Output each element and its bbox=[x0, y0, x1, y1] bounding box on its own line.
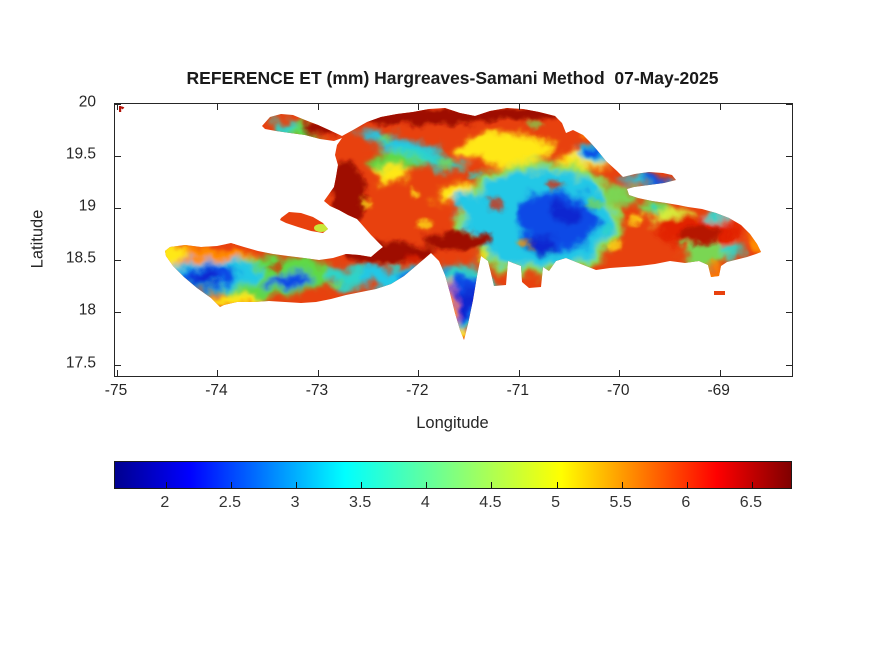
y-tick-label: 19.5 bbox=[65, 145, 96, 163]
x-tick-mark-top bbox=[518, 104, 520, 110]
y-tick-mark-left bbox=[115, 312, 121, 314]
chart-title: REFERENCE ET (mm) Hargreaves-Samani Meth… bbox=[186, 68, 719, 88]
x-tick-mark-top bbox=[619, 104, 621, 110]
x-tick-mark-top bbox=[418, 104, 420, 110]
y-tick-mark-left bbox=[115, 156, 121, 158]
colorbar-tick-mark bbox=[426, 482, 428, 488]
y-tick-label: 20 bbox=[78, 93, 96, 111]
x-tick-label: -70 bbox=[607, 382, 630, 399]
x-tick-mark-bottom bbox=[418, 370, 420, 376]
colorbar-tick-label: 2 bbox=[160, 494, 170, 511]
colorbar-tick-label: 5.5 bbox=[609, 494, 632, 511]
y-tick-mark-right bbox=[786, 104, 792, 105]
hispaniola-et-map bbox=[119, 106, 761, 340]
x-tick-mark-top bbox=[317, 104, 319, 110]
colorbar-tick-label: 3 bbox=[290, 494, 300, 511]
x-tick-label: -74 bbox=[205, 382, 228, 399]
colorbar-tick-mark bbox=[165, 482, 167, 488]
x-tick-label: -72 bbox=[406, 382, 429, 399]
colorbar-tick-labels: 2 2.5 3 3.5 4 4.5 5 5.5 6 6.5 bbox=[114, 494, 790, 516]
x-tick-label: -75 bbox=[104, 382, 128, 399]
x-tick-mark-top bbox=[719, 104, 721, 110]
y-tick-label: 19 bbox=[78, 197, 96, 215]
x-axis-label: Longitude bbox=[416, 414, 489, 432]
colorbar-tick-label: 4 bbox=[420, 494, 430, 511]
x-tick-mark-top bbox=[117, 104, 118, 110]
colorbar bbox=[114, 461, 792, 489]
gonave-tip-patch bbox=[314, 224, 328, 232]
x-tick-mark-bottom bbox=[619, 370, 621, 376]
colorbar-tick-mark bbox=[556, 482, 558, 488]
colorbar-tick-mark bbox=[491, 482, 493, 488]
y-tick-mark-right bbox=[786, 312, 792, 314]
colorbar-tick-mark bbox=[296, 482, 298, 488]
y-tick-mark-right bbox=[786, 156, 792, 158]
x-tick-label: -69 bbox=[707, 382, 730, 399]
x-tick-mark-bottom bbox=[317, 370, 319, 376]
raster-layers bbox=[165, 108, 761, 340]
x-tick-mark-bottom bbox=[518, 370, 520, 376]
y-tick-mark-right bbox=[786, 260, 792, 262]
x-tick-label: -73 bbox=[305, 382, 329, 399]
y-tick-mark-left bbox=[115, 208, 121, 210]
x-axis-tick-labels: -75 -74 -73 -72 -71 -70 -69 bbox=[105, 382, 791, 404]
y-tick-label: 17.5 bbox=[65, 354, 96, 372]
x-tick-mark-bottom bbox=[117, 370, 118, 376]
colorbar-tick-mark bbox=[230, 482, 232, 488]
x-tick-label: -71 bbox=[506, 382, 529, 399]
colorbar-tick-mark bbox=[621, 482, 623, 488]
y-tick-mark-left bbox=[115, 260, 121, 262]
colorbar-tick-label: 6.5 bbox=[739, 494, 763, 511]
y-tick-label: 18.5 bbox=[65, 249, 96, 267]
y-tick-mark-left bbox=[115, 364, 121, 366]
y-tick-mark-right bbox=[786, 364, 792, 366]
x-tick-mark-bottom bbox=[217, 370, 219, 376]
colorbar-tick-label: 2.5 bbox=[218, 494, 242, 511]
colorbar-tick-label: 4.5 bbox=[479, 494, 502, 511]
y-axis-tick-labels: 20 19.5 19 18.5 18 17.5 bbox=[0, 94, 106, 375]
colorbar-tick-label: 6 bbox=[681, 494, 691, 511]
colorbar-tick-label: 3.5 bbox=[349, 494, 372, 511]
colorbar-tick-mark bbox=[361, 482, 363, 488]
x-tick-mark-bottom bbox=[719, 370, 721, 376]
y-tick-mark-right bbox=[786, 208, 792, 210]
x-tick-mark-top bbox=[217, 104, 219, 110]
colorbar-tick-mark bbox=[751, 482, 753, 488]
colorbar-tick-label: 5 bbox=[551, 494, 560, 511]
colorbar-tick-mark bbox=[686, 482, 688, 488]
y-tick-mark-left bbox=[115, 104, 121, 105]
y-tick-label: 18 bbox=[78, 302, 96, 320]
plot-area bbox=[114, 103, 793, 377]
corner-artifact-mark bbox=[119, 106, 125, 112]
